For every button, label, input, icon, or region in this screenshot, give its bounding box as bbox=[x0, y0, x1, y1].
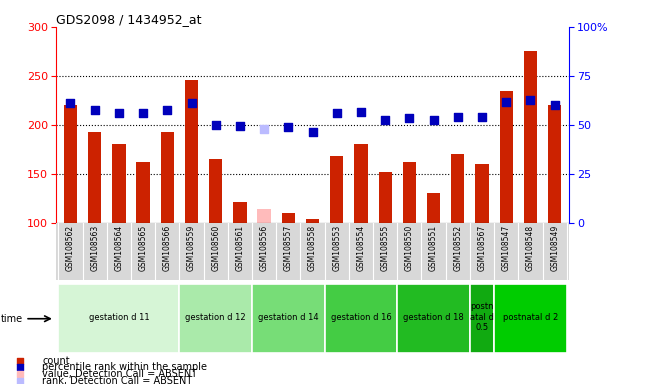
Text: GSM108565: GSM108565 bbox=[139, 224, 147, 271]
Point bbox=[549, 102, 560, 108]
Bar bbox=[324, 284, 397, 353]
Text: postn
atal d
0.5: postn atal d 0.5 bbox=[470, 302, 494, 332]
Text: GSM108549: GSM108549 bbox=[550, 224, 559, 271]
Point bbox=[14, 364, 25, 371]
Point bbox=[404, 115, 415, 121]
Text: GSM108560: GSM108560 bbox=[211, 224, 220, 271]
Bar bbox=[470, 284, 494, 353]
Bar bbox=[282, 213, 295, 223]
Bar bbox=[548, 105, 561, 223]
Text: GSM108563: GSM108563 bbox=[90, 224, 99, 271]
Bar bbox=[59, 284, 180, 353]
Bar bbox=[136, 162, 150, 223]
Text: value, Detection Call = ABSENT: value, Detection Call = ABSENT bbox=[42, 369, 197, 379]
Text: GSM108564: GSM108564 bbox=[114, 224, 123, 271]
Bar bbox=[252, 284, 324, 353]
Point bbox=[356, 109, 367, 115]
Point bbox=[65, 100, 76, 106]
Point bbox=[14, 378, 25, 384]
Text: GSM108551: GSM108551 bbox=[429, 224, 438, 271]
Point bbox=[332, 110, 342, 116]
Text: GSM108567: GSM108567 bbox=[478, 224, 486, 271]
Point bbox=[14, 358, 25, 364]
Point bbox=[307, 129, 318, 135]
Point bbox=[477, 114, 488, 120]
Point bbox=[89, 107, 100, 113]
Point bbox=[453, 114, 463, 120]
Bar bbox=[234, 202, 247, 223]
Text: gestation d 12: gestation d 12 bbox=[186, 313, 246, 322]
Point bbox=[14, 371, 25, 377]
Bar bbox=[306, 219, 319, 223]
Text: GSM108566: GSM108566 bbox=[163, 224, 172, 271]
Point bbox=[138, 110, 148, 116]
Point bbox=[114, 110, 124, 116]
Point bbox=[186, 100, 197, 106]
Text: time: time bbox=[1, 314, 23, 324]
Bar bbox=[524, 51, 537, 223]
Bar bbox=[185, 80, 198, 223]
Bar bbox=[451, 154, 465, 223]
Text: GSM108557: GSM108557 bbox=[284, 224, 293, 271]
Point bbox=[162, 107, 172, 113]
Bar bbox=[397, 284, 470, 353]
Text: percentile rank within the sample: percentile rank within the sample bbox=[42, 362, 207, 372]
Bar bbox=[180, 284, 252, 353]
Bar bbox=[354, 144, 368, 223]
Bar bbox=[257, 209, 271, 223]
Text: rank, Detection Call = ABSENT: rank, Detection Call = ABSENT bbox=[42, 376, 193, 384]
Bar bbox=[161, 132, 174, 223]
Bar bbox=[330, 156, 343, 223]
Point bbox=[380, 117, 390, 123]
Point bbox=[428, 117, 439, 123]
Bar bbox=[427, 194, 440, 223]
Text: GSM108553: GSM108553 bbox=[332, 224, 342, 271]
Point bbox=[211, 122, 221, 128]
Bar bbox=[403, 162, 416, 223]
Bar bbox=[209, 159, 222, 223]
Point bbox=[501, 99, 511, 105]
Text: GSM108561: GSM108561 bbox=[236, 224, 244, 271]
Text: GSM108555: GSM108555 bbox=[381, 224, 390, 271]
Text: GSM108556: GSM108556 bbox=[260, 224, 268, 271]
Bar bbox=[64, 105, 77, 223]
Text: gestation d 14: gestation d 14 bbox=[258, 313, 318, 322]
Text: GSM108559: GSM108559 bbox=[187, 224, 196, 271]
Bar bbox=[378, 172, 392, 223]
Bar bbox=[475, 164, 489, 223]
Text: GSM108558: GSM108558 bbox=[308, 224, 317, 271]
Bar bbox=[113, 144, 126, 223]
Text: GSM108548: GSM108548 bbox=[526, 224, 535, 271]
Text: gestation d 11: gestation d 11 bbox=[89, 313, 149, 322]
Text: GSM108552: GSM108552 bbox=[453, 224, 463, 271]
Text: count: count bbox=[42, 356, 70, 366]
Text: GSM108547: GSM108547 bbox=[502, 224, 511, 271]
Text: postnatal d 2: postnatal d 2 bbox=[503, 313, 558, 322]
Point bbox=[525, 97, 536, 103]
Text: GSM108550: GSM108550 bbox=[405, 224, 414, 271]
Text: gestation d 16: gestation d 16 bbox=[330, 313, 392, 322]
Point bbox=[259, 126, 269, 132]
Text: GSM108554: GSM108554 bbox=[357, 224, 365, 271]
Text: GDS2098 / 1434952_at: GDS2098 / 1434952_at bbox=[56, 13, 201, 26]
Bar bbox=[88, 132, 101, 223]
Point bbox=[283, 124, 293, 130]
Bar bbox=[494, 284, 567, 353]
Text: GSM108562: GSM108562 bbox=[66, 224, 75, 271]
Bar bbox=[499, 91, 513, 223]
Text: gestation d 18: gestation d 18 bbox=[403, 313, 464, 322]
Point bbox=[235, 123, 245, 129]
